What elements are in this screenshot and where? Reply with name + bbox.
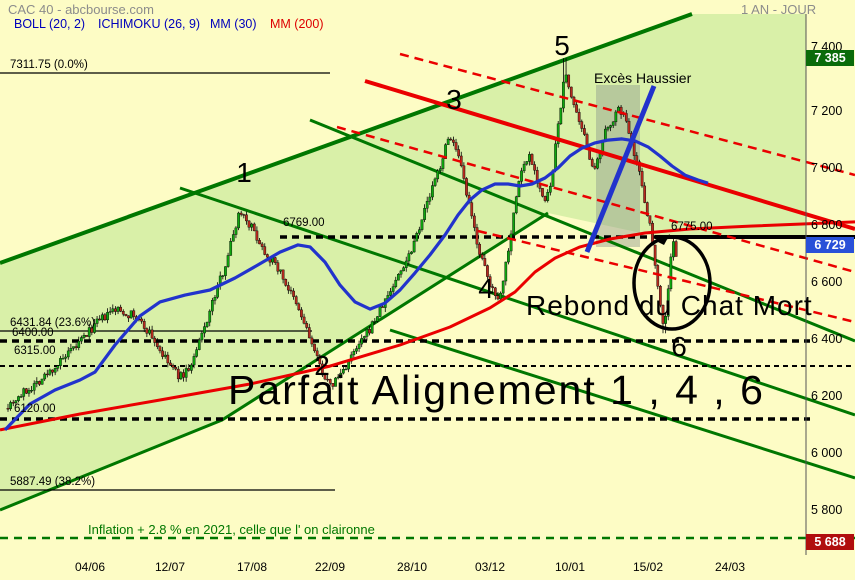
x-tick-1207: 12/07 — [154, 560, 186, 574]
x-tick-1502: 15/02 — [632, 560, 664, 574]
y-tick-5800: 5 800 — [811, 503, 843, 517]
chart-title: CAC 40 - abcbourse.com — [8, 2, 154, 17]
level-label-fib382: 5887.49 (38.2%) — [10, 476, 96, 488]
x-tick-0406: 04/06 — [74, 560, 106, 574]
x-tick-2810: 28/10 — [396, 560, 428, 574]
level-label-6400: 6400.00 — [12, 327, 54, 339]
low-price-badge: 5 688 — [806, 534, 854, 550]
y-tick-6800: 6 800 — [811, 218, 843, 232]
inflation-note: Inflation + 2.8 % en 2021, celle que l' … — [88, 522, 375, 537]
wave-label-6: 6 — [671, 331, 687, 362]
wave-label-3: 3 — [446, 84, 462, 115]
legend-item-ichimoku[interactable]: ICHIMOKU (26, 9) — [98, 17, 201, 31]
annotation-rebond-chat-mort: Rebond du Chat Mort — [526, 290, 813, 321]
annotation-parfait-alignement: Parfait Alignement 1 , 4 , 6 — [228, 367, 765, 413]
level-label-fib236: 6431.84 (23.6%) — [10, 317, 96, 329]
y-tick-7000: 7 000 — [811, 161, 843, 175]
x-tick-1708: 17/08 — [236, 560, 268, 574]
y-tick-6600: 6 600 — [811, 275, 843, 289]
legend-item-mm200[interactable]: MM (200) — [270, 17, 324, 31]
x-tick-2403: 24/03 — [714, 560, 746, 574]
x-tick-1001: 10/01 — [554, 560, 586, 574]
y-tick-6000: 6 000 — [811, 446, 843, 460]
level-label-6769: 6769.00 — [283, 217, 325, 229]
x-tick-0312: 03/12 — [474, 560, 506, 574]
level-label-6775: 6775.00 — [671, 221, 713, 233]
y-tick-6200: 6 200 — [811, 389, 843, 403]
legend-item-mm30[interactable]: MM (30) — [210, 17, 257, 31]
y-tick-6400: 6 400 — [811, 332, 843, 346]
level-label-fib0: 7311.75 (0.0%) — [10, 59, 88, 71]
wave-label-5: 5 — [554, 30, 570, 61]
level-label-6315: 6315.00 — [14, 345, 56, 357]
legend-item-boll[interactable]: BOLL (20, 2) — [14, 17, 86, 31]
x-tick-2209: 22/09 — [314, 560, 346, 574]
timeframe-label: 1 AN - JOUR — [741, 2, 817, 17]
annotation-exces-haussier: Excès Haussier — [594, 70, 692, 86]
y-tick-7200: 7 200 — [811, 104, 843, 118]
level-label-6120: 6120.00 — [14, 403, 56, 415]
high-price-badge: 7 385 — [806, 50, 854, 66]
wave-label-4: 4 — [478, 273, 494, 304]
last-price-badge: 6 729 — [806, 237, 854, 253]
wave-label-1: 1 — [236, 157, 252, 188]
wave-label-2: 2 — [314, 350, 330, 381]
